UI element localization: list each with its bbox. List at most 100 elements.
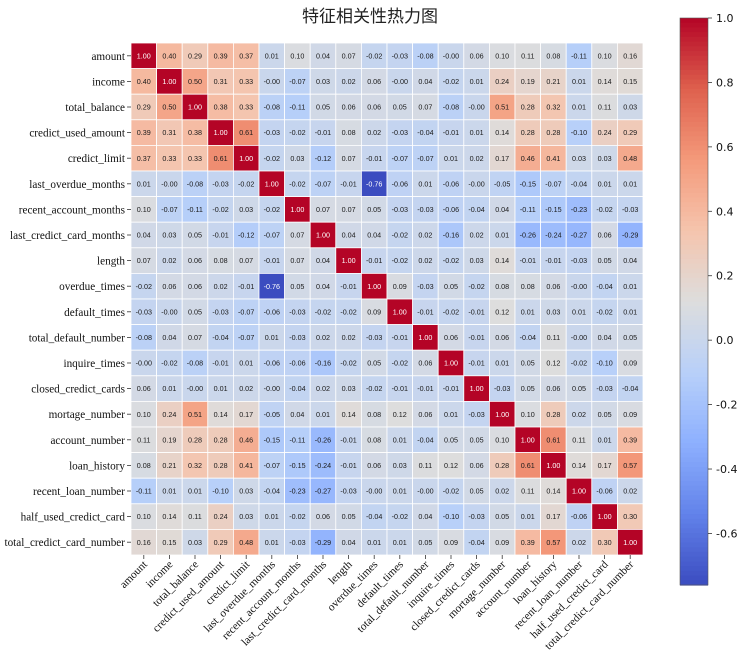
cell-value-label: 0.02 xyxy=(316,384,330,393)
cell-value-label: -0.00 xyxy=(264,384,280,393)
colorbar-segment xyxy=(680,249,708,255)
heatmap-cell xyxy=(540,144,567,172)
heatmap-cell xyxy=(386,349,414,377)
cell-value-label: 0.03 xyxy=(316,77,330,86)
cell-value-label: 0.16 xyxy=(623,51,637,60)
cell-value-label: 0.01 xyxy=(316,410,330,419)
colorbar-segment xyxy=(680,528,708,534)
cell-value-label: 0.06 xyxy=(137,384,151,393)
heatmap-cell xyxy=(130,375,158,402)
heatmap-cell xyxy=(309,400,337,428)
heatmap-cell xyxy=(386,221,414,249)
cell-value-label: 0.08 xyxy=(367,410,381,419)
cell-value-label: 1.00 xyxy=(265,179,279,188)
colorbar-segment xyxy=(680,216,708,222)
heatmap-cell xyxy=(386,93,414,121)
cell-value-label: 0.01 xyxy=(162,487,176,496)
cell-value-label: 0.41 xyxy=(239,461,253,470)
colorbar-segment xyxy=(680,202,708,208)
cell-value-label: -0.03 xyxy=(212,307,228,316)
colorbar-segment xyxy=(680,443,708,449)
cell-value-label: -0.03 xyxy=(417,282,433,291)
heatmap-cell xyxy=(412,477,439,505)
cell-value-label: 0.05 xyxy=(444,435,458,444)
cell-value-label: 0.06 xyxy=(367,103,381,112)
cell-value-label: 0.17 xyxy=(495,154,509,163)
cell-value-label: 1.00 xyxy=(188,103,202,112)
heatmap-cell xyxy=(335,452,362,479)
cell-value-label: 0.04 xyxy=(418,77,432,86)
cell-value-label: -0.03 xyxy=(212,179,228,188)
y-tick-label: credict_used_amount xyxy=(29,128,126,140)
colorbar-segment xyxy=(680,518,708,525)
heatmap-cell xyxy=(284,324,311,351)
colorbar-segment xyxy=(680,462,708,468)
cell-value-label: 0.08 xyxy=(137,461,151,470)
cell-value-label: -0.12 xyxy=(238,231,254,240)
cell-value-label: 0.14 xyxy=(495,128,509,137)
cell-value-label: -0.02 xyxy=(315,307,331,316)
cell-value-label: 0.12 xyxy=(444,461,458,470)
colorbar-segment xyxy=(680,296,708,303)
heatmap-cell xyxy=(309,170,337,198)
colorbar-segment xyxy=(680,155,708,161)
cell-value-label: -0.07 xyxy=(315,179,331,188)
cell-value-label: 0.05 xyxy=(598,410,612,419)
cell-value-label: -0.00 xyxy=(571,333,587,342)
heatmap-cell xyxy=(540,400,567,428)
heatmap-cell xyxy=(540,529,567,556)
heatmap-cell xyxy=(514,529,542,556)
cell-value-label: 1.00 xyxy=(393,307,407,316)
cell-value-label: 0.61 xyxy=(214,154,228,163)
heatmap-cell xyxy=(181,221,209,249)
cell-value-label: 0.51 xyxy=(188,410,202,419)
cell-value-label: -0.26 xyxy=(520,231,536,240)
heatmap-cell xyxy=(284,196,311,223)
y-tick-label: total_balance xyxy=(65,102,125,114)
chart-title: 特征相关性热力图 xyxy=(302,7,438,27)
heatmap-cell xyxy=(488,93,516,121)
cell-value-label: 0.04 xyxy=(623,256,637,265)
cell-value-label: 0.09 xyxy=(444,538,458,547)
cell-value-label: 0.17 xyxy=(546,512,560,521)
y-tick-label: inquire_times xyxy=(63,358,125,370)
colorbar-segment xyxy=(680,51,708,57)
heatmap-cell xyxy=(335,503,362,530)
heatmap-cell xyxy=(309,272,337,300)
cell-value-label: 0.16 xyxy=(137,538,151,547)
colorbar-segment xyxy=(680,150,708,156)
heatmap-cell xyxy=(437,119,465,146)
cell-value-label: 0.01 xyxy=(572,77,586,86)
cell-value-label: 0.39 xyxy=(137,128,151,137)
colorbar-segment xyxy=(680,405,708,411)
cell-value-label: 0.11 xyxy=(521,487,534,496)
heatmap-cell xyxy=(540,272,567,300)
cell-value-label: -0.11 xyxy=(136,487,152,496)
heatmap-cell xyxy=(488,452,516,479)
cell-value-label: 0.11 xyxy=(188,512,201,521)
cell-value-label: 0.01 xyxy=(418,179,432,188)
heatmap-cell xyxy=(514,119,542,146)
heatmap-cell xyxy=(514,400,542,428)
cell-value-label: 0.02 xyxy=(162,256,176,265)
cell-value-label: -0.02 xyxy=(212,205,228,214)
cell-value-label: -0.07 xyxy=(264,231,280,240)
heatmap-cell xyxy=(412,324,439,351)
cell-value-label: 0.08 xyxy=(546,51,560,60)
cell-value-label: -0.01 xyxy=(443,384,459,393)
cell-value-label: 0.06 xyxy=(418,410,432,419)
cell-value-label: -0.02 xyxy=(596,307,612,316)
cell-value-label: 0.05 xyxy=(367,205,381,214)
colorbar-segment xyxy=(680,424,708,430)
y-tick-label: account_number xyxy=(50,435,125,447)
colorbar-segment xyxy=(680,315,708,321)
cell-value-label: 0.01 xyxy=(521,512,535,521)
cell-value-label: 0.46 xyxy=(521,154,535,163)
heatmap-cell xyxy=(156,170,183,198)
cell-value-label: -0.01 xyxy=(417,307,433,316)
heatmap-cells: 1.00 0.40 0.29 0.39 0.37 0.01 0.10 0.04 0.07 -0.0… xyxy=(130,42,644,556)
cell-value-label: -0.04 xyxy=(571,179,587,188)
cell-value-label: -0.02 xyxy=(571,359,587,368)
cell-value-label: 0.50 xyxy=(188,77,202,86)
cell-value-label: 0.39 xyxy=(214,51,228,60)
